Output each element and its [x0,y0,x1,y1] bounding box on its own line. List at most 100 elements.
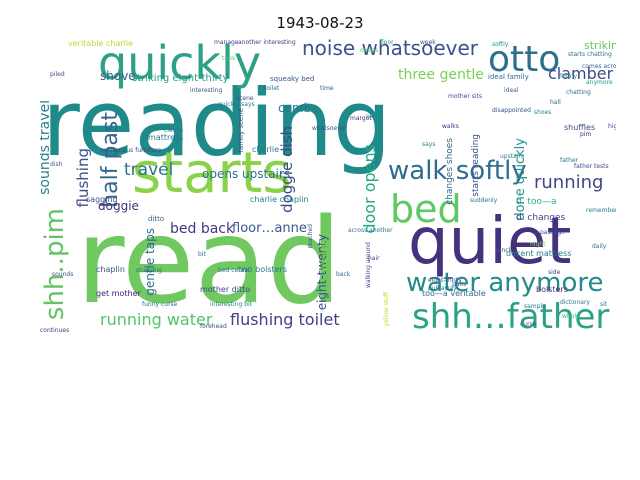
cloud-word: dish [50,161,63,168]
cloud-word: noise whatsoever [302,38,479,60]
cloud-word: suddenly [470,197,498,204]
cloud-word: reached [307,224,314,249]
cloud-word: door opens [360,144,379,234]
cloud-word: chatting [566,89,591,96]
cloud-word: dictionary [560,299,590,306]
cloud-word: flushing toilet [230,310,340,329]
cloud-word: forehead [200,323,227,330]
cloud-word: starts reading [471,134,481,197]
cloud-word: quickly says [218,101,255,108]
cloud-word: shh..pim [40,208,70,321]
cloud-word: side [548,269,561,276]
cloud-word: manage [214,39,239,46]
cloud-word: past [366,113,379,120]
cloud-word: ideal [504,87,519,94]
cloud-word: floor [380,39,394,46]
cloud-word: floor…anne [232,221,307,236]
figure-title: 1943-08-23 [276,14,364,32]
cloud-word: funny curse [142,301,178,308]
cloud-word: hall [550,99,561,106]
cloud-word: shove [100,69,136,83]
cloud-word: piled [50,71,65,78]
cloud-word: margot [350,115,372,122]
cloud-word: mysterious furniture [100,147,162,154]
cloud-word: hair [368,255,380,262]
cloud-word: ditto [148,215,165,223]
cloud-word: sit [600,301,608,308]
cloud-word: shoes [534,109,552,116]
cloud-word: anymore [586,79,613,86]
cloud-word: sample [524,303,546,310]
cloud-word: walks [442,123,459,130]
cloud-word: charlie [252,145,280,154]
cloud-word: half past [98,112,123,208]
cloud-word: decent mattress [506,249,572,258]
cloud-word: funny [560,73,578,80]
cloud-word: daily [592,243,607,250]
cloud-word: comb [278,101,312,115]
cloud-word: walk softly [388,156,527,186]
cloud-word: mother ditto [200,285,251,294]
cloud-word: done quickly [513,138,528,221]
cloud-word: sagging [86,195,118,204]
cloud-word: quiet [408,205,572,279]
cloud-word: scene [236,95,254,102]
cloud-word: shh…father [412,297,610,334]
cloud-word: another interesting [238,39,296,46]
cloud-word: running [534,172,604,193]
cloud-word: clamber [548,64,614,83]
cloud-word: walking around [365,242,372,289]
cloud-word: yellow stuff [383,292,390,327]
cloud-word: starts [132,141,292,206]
cloud-word: bed back [170,221,235,237]
cloud-word: sounds [52,271,74,278]
cloud-word: pulls [452,281,467,288]
cloud-word: father tests [574,163,609,170]
cloud-word: disappointed [492,107,531,114]
cloud-word: whole [562,313,580,320]
cloud-word: sounds travel [40,100,53,195]
cloud-word: father [560,157,579,164]
cloud-word: charlie chaplin [250,195,309,204]
cloud-word: eight-thirty [428,277,462,284]
cloud-word: chaplin [96,265,125,274]
cloud-word: studying [136,267,162,274]
cloud-word: veritable charlie [68,39,133,48]
cloud-word: two bolsters [238,265,287,274]
cloud-word: back [336,271,351,278]
cloud-word: striking eight-thirty [132,73,229,84]
cloud-word: interesting bit [210,301,253,308]
cloud-word: shuffles [564,123,596,132]
cloud-word: whatsoever [312,125,347,132]
cloud-word: cleans [164,127,184,134]
cloud-word: family scene [237,108,245,153]
cloud-word: d. changes [516,213,566,223]
cloud-word: d. too—a [516,197,557,207]
cloud-word: bolsters [536,285,568,294]
cloud-word: pull away [428,285,457,292]
cloud-word: bed cereal [218,267,250,274]
cloud-word: lunch [496,247,513,254]
cloud-word: mother sits [448,93,483,100]
cloud-word: squeaky bed [270,75,315,83]
cloud-word: get mother [96,289,141,298]
cloud-word: passage [540,229,565,236]
cloud-word: changes shoes [445,138,455,205]
cloud-word: across another [348,227,393,234]
word-cloud: reading read starts quiet quickly otto shh…fat… [40,38,616,334]
cloud-word: gentle taps [143,228,157,296]
cloud-word: says [422,141,436,148]
cloud-word: opens upstairs [202,167,291,181]
cloud-word: taps [222,55,235,62]
cloud-word: bed [390,187,462,231]
cloud-word: water anymore [406,268,604,298]
cloud-word: three gentle [398,67,484,83]
cloud-word: high [608,123,616,130]
cloud-word: week [420,39,436,46]
cloud-word: curse [520,321,537,328]
cloud-word: ideal family [488,73,529,81]
cloud-word: time right [321,242,328,272]
cloud-word: interesting [190,87,223,94]
cloud-word: bit [198,251,206,258]
cloud-word: reading [42,70,392,177]
